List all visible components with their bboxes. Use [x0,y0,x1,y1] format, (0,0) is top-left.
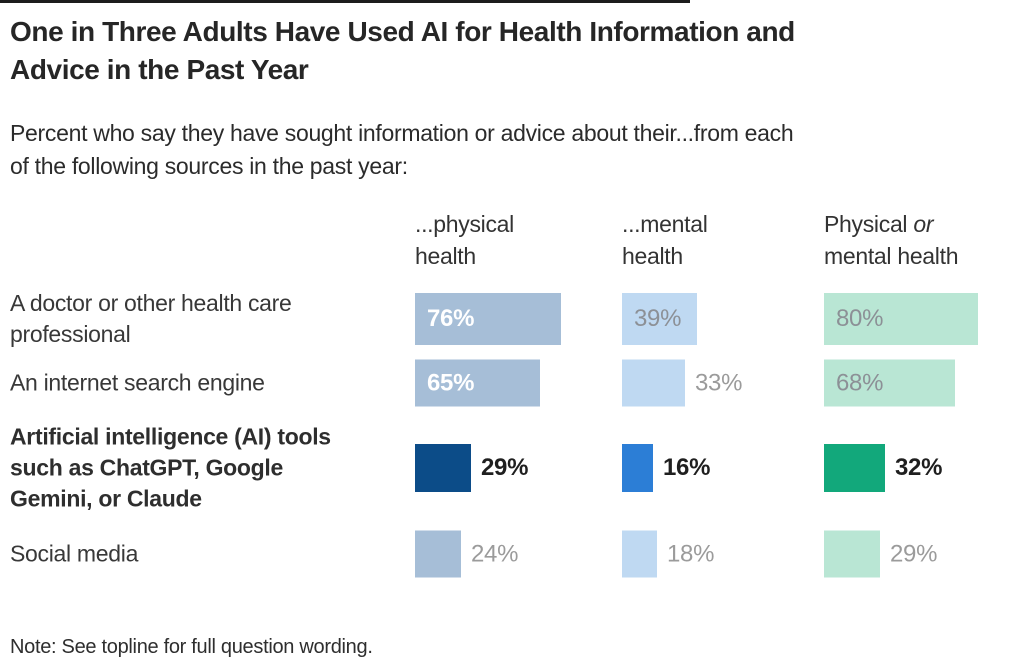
column-header-mental-health: ...mental health [622,211,708,269]
bar-cell: 33% [622,359,743,407]
bar [622,444,653,492]
bar [415,530,461,578]
bar: 76% [415,293,561,345]
bar-cell: 32% [824,444,942,492]
bar: 80% [824,293,978,345]
value-label: 16% [663,454,711,481]
value-label: 29% [890,540,938,567]
bar [622,530,657,578]
column-header-physical-or-mental: Physical or mental health [824,211,959,269]
chart-title-line: Advice in the Past Year [10,54,309,85]
bar [824,444,885,492]
bar: 39% [622,293,697,345]
bar [824,530,880,578]
value-label: 18% [667,540,715,567]
row-label: Social media [10,540,139,567]
bar-cell: 39% [622,293,697,345]
bar: 68% [824,359,955,407]
value-label: 29% [481,454,529,481]
bar-cell: 29% [415,444,528,492]
bar-cell: 18% [622,530,715,578]
chart-subtitle-line: Percent who say they have sought informa… [10,120,794,146]
value-label: 33% [695,369,743,396]
bar [415,444,471,492]
bar-cell: 65% [415,359,540,407]
row-label: A doctor or other health care professiona… [10,290,292,347]
bar [622,359,685,407]
bar-cell: 80% [824,293,978,345]
value-label: 32% [895,454,943,481]
chart-row: Social media 24% 18% 29% [0,526,1024,582]
top-rule [0,0,690,3]
row-label: Artificial intelligence (AI) tools such a… [10,423,331,512]
chart-subtitle-line: of the following sources in the past yea… [10,153,408,179]
value-label: 80% [836,305,884,332]
value-label: 76% [427,305,475,332]
value-label: 24% [471,540,519,567]
chart-row: An internet search engine 65% 33% 68% [0,356,1024,410]
chart-title-line: One in Three Adults Have Used AI for Hea… [10,16,795,47]
value-label: 65% [427,369,475,396]
chart-note: Note: See topline for full question word… [10,636,373,658]
bar-cell: 24% [415,530,519,578]
italic-or: or [913,211,934,237]
bar: 65% [415,359,540,407]
bar-cell: 16% [622,444,710,492]
bar-cell: 29% [824,530,938,578]
row-label: An internet search engine [10,369,265,396]
bar-cell: 68% [824,359,955,407]
chart-row: Artificial intelligence (AI) tools such a… [0,420,1024,516]
bar-cell: 76% [415,293,561,345]
chart-title: One in Three Adults Have Used AI for Hea… [10,13,1012,89]
chart-row: A doctor or other health care professiona… [0,288,1024,350]
column-header-physical-health: ...physical health [415,211,514,269]
value-label: 68% [836,369,884,396]
chart-subtitle: Percent who say they have sought informa… [10,117,1016,183]
value-label: 39% [634,305,682,332]
